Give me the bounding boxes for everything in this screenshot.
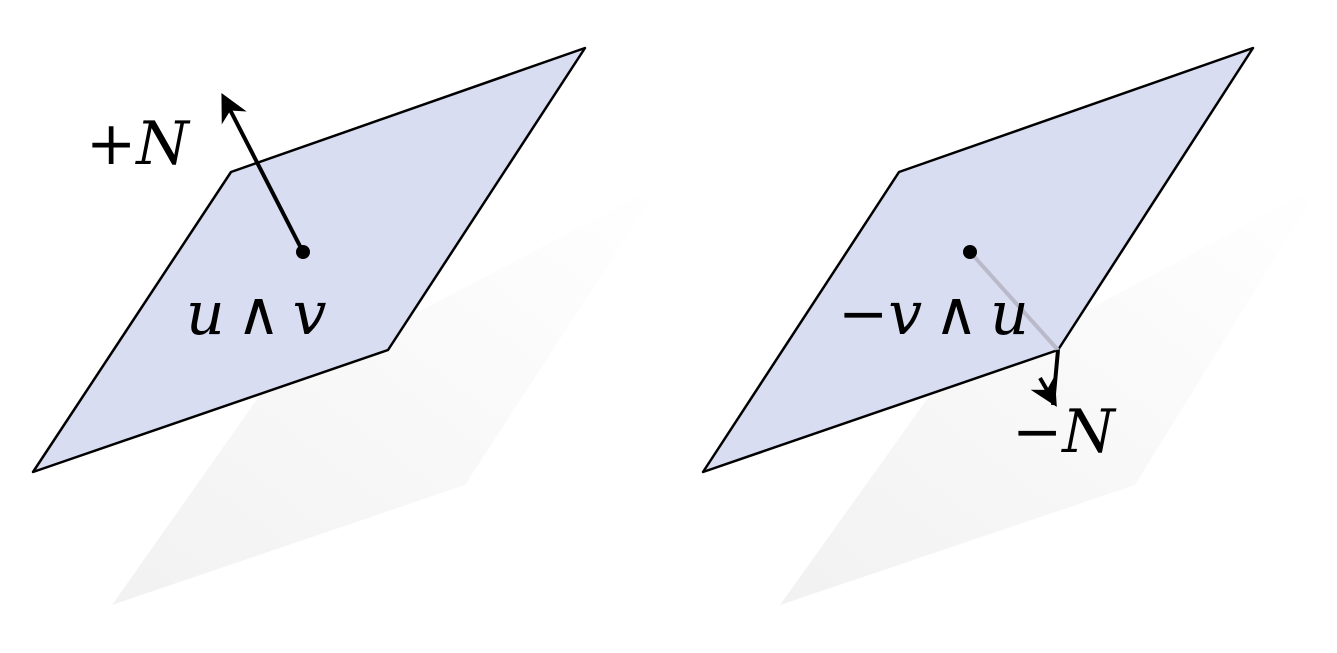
left-plane-shadow bbox=[112, 185, 660, 605]
right-bivector-first: v bbox=[888, 279, 922, 349]
right-bivector-second: u bbox=[990, 279, 1029, 349]
right-panel: −v ∧ u −N bbox=[701, 46, 1320, 605]
right-origin-dot bbox=[963, 245, 977, 259]
right-normal-label: −N bbox=[1012, 397, 1117, 467]
left-bivector-first: u bbox=[186, 279, 225, 349]
left-bivector-second: v bbox=[293, 279, 327, 349]
left-normal-name: N bbox=[134, 109, 191, 179]
left-normal-label: +N bbox=[86, 109, 191, 179]
left-normal-sign: + bbox=[86, 109, 136, 179]
right-normal-name: N bbox=[1060, 397, 1117, 467]
left-bivector-wedge: ∧ bbox=[237, 279, 281, 349]
left-bivector-label: u ∧ v bbox=[186, 279, 327, 349]
right-normal-sign: − bbox=[1012, 397, 1062, 467]
left-origin-dot bbox=[296, 245, 310, 259]
right-normal-arrow-occluded bbox=[968, 250, 1060, 352]
left-plane bbox=[31, 46, 587, 474]
left-normal-arrow bbox=[221, 93, 305, 253]
right-bivector-prefix: − bbox=[838, 279, 888, 349]
left-panel: +N u ∧ v bbox=[31, 46, 660, 605]
right-bivector-label: −v ∧ u bbox=[838, 279, 1029, 349]
right-bivector-wedge: ∧ bbox=[934, 279, 978, 349]
right-normal-arrow-tip bbox=[1030, 375, 1057, 407]
